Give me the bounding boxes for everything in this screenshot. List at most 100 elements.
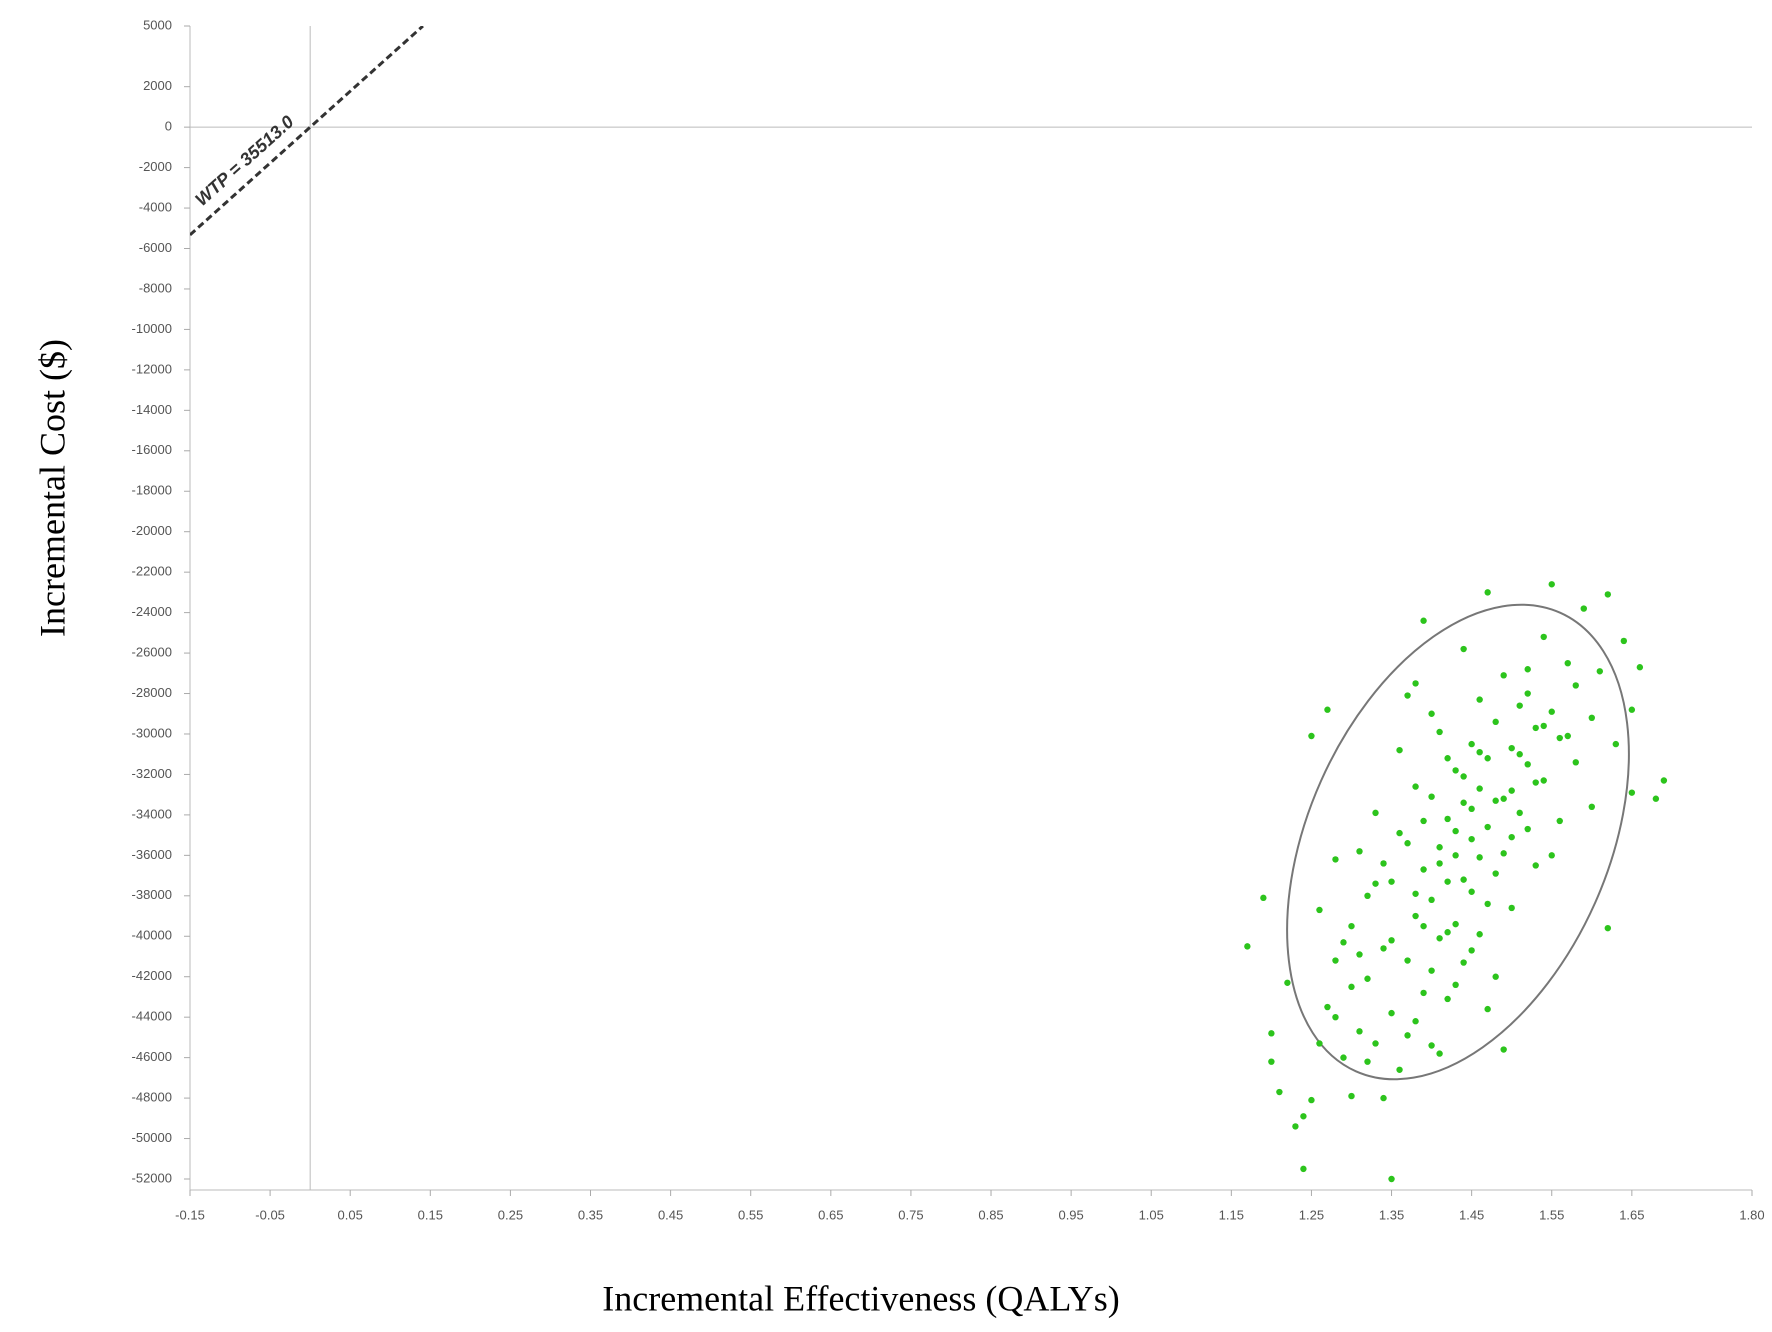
point [1348, 983, 1355, 991]
point [1420, 989, 1427, 997]
wtp-line [190, 26, 424, 237]
point [1268, 1030, 1275, 1037]
point [1444, 995, 1451, 1003]
point [1396, 1066, 1403, 1073]
point [1316, 1040, 1323, 1047]
point [1308, 1096, 1315, 1104]
point [1660, 777, 1668, 784]
point [1548, 852, 1555, 859]
point [1396, 746, 1403, 754]
point [1572, 759, 1579, 766]
point [1588, 714, 1595, 721]
point [1588, 803, 1595, 811]
point [1476, 931, 1483, 938]
point [1452, 827, 1459, 835]
point [1460, 645, 1467, 653]
point [1340, 1054, 1347, 1061]
point [1468, 805, 1475, 813]
y-tick-label: 5000 [143, 17, 172, 32]
point [1444, 878, 1451, 885]
y-tick-label: -6000 [139, 240, 172, 255]
point [1548, 708, 1555, 715]
point [1484, 900, 1491, 908]
point [1364, 975, 1371, 982]
point [1628, 789, 1636, 796]
point [1500, 672, 1507, 679]
point [1412, 783, 1419, 790]
y-tick-label: -22000 [132, 564, 172, 579]
y-tick-label: -16000 [132, 442, 172, 457]
point [1580, 605, 1587, 612]
point [1492, 718, 1499, 726]
point [1420, 922, 1427, 930]
confidence-ellipse [1286, 603, 1630, 1081]
point [1380, 1094, 1387, 1102]
point [1436, 728, 1443, 736]
x-tick-label: -0.15 [175, 1207, 205, 1222]
point [1412, 1018, 1419, 1025]
point [1468, 740, 1475, 748]
point [1508, 833, 1515, 841]
point [1404, 1032, 1411, 1039]
x-tick-label: 1.45 [1459, 1207, 1484, 1222]
point [1452, 767, 1459, 774]
point [1428, 896, 1435, 904]
point [1276, 1088, 1283, 1096]
point [1564, 659, 1571, 667]
point [1532, 779, 1539, 786]
y-tick-label: -2000 [139, 159, 172, 174]
point [1556, 734, 1563, 742]
point [1628, 706, 1636, 713]
point [1540, 777, 1547, 784]
point [1540, 633, 1547, 641]
x-tick-label: 0.45 [658, 1207, 683, 1222]
point [1484, 589, 1491, 596]
x-tick-label: 1.55 [1539, 1207, 1564, 1222]
point [1332, 856, 1339, 863]
x-tick-label: 0.15 [418, 1207, 443, 1222]
point [1524, 825, 1531, 833]
point [1332, 1013, 1339, 1021]
x-tick-label: 1.15 [1219, 1207, 1244, 1222]
y-tick-label: -14000 [132, 402, 172, 417]
point [1388, 878, 1395, 885]
x-tick-label: 0.35 [578, 1207, 603, 1222]
x-tick-label: -0.05 [255, 1207, 285, 1222]
point [1476, 696, 1483, 703]
point [1548, 581, 1555, 588]
point [1316, 906, 1323, 914]
y-tick-label: -28000 [132, 685, 172, 700]
point [1372, 880, 1379, 887]
point [1636, 664, 1644, 671]
point [1388, 1009, 1395, 1017]
point [1524, 761, 1531, 768]
point [1332, 957, 1339, 964]
point [1556, 817, 1563, 825]
point [1340, 939, 1347, 946]
point [1356, 951, 1363, 958]
y-tick-label: -26000 [132, 645, 172, 660]
point [1436, 844, 1443, 851]
point [1428, 1042, 1435, 1049]
y-tick-label: -44000 [132, 1009, 172, 1024]
point [1564, 732, 1571, 740]
y-axis-title: Incremental Cost ($) [32, 339, 72, 637]
x-tick-label: 1.80 [1739, 1207, 1764, 1222]
point [1524, 690, 1531, 697]
x-tick-label: 0.75 [898, 1207, 923, 1222]
point [1460, 773, 1467, 780]
point [1300, 1113, 1307, 1120]
point [1420, 817, 1427, 825]
point [1244, 943, 1251, 950]
point [1444, 755, 1451, 762]
y-tick-label: -42000 [132, 968, 172, 983]
point [1364, 892, 1371, 900]
point [1428, 793, 1435, 800]
point [1412, 680, 1419, 687]
point [1324, 1003, 1331, 1011]
point [1396, 829, 1403, 837]
x-tick-label: 0.25 [498, 1207, 523, 1222]
point [1404, 957, 1411, 964]
point [1372, 809, 1379, 817]
